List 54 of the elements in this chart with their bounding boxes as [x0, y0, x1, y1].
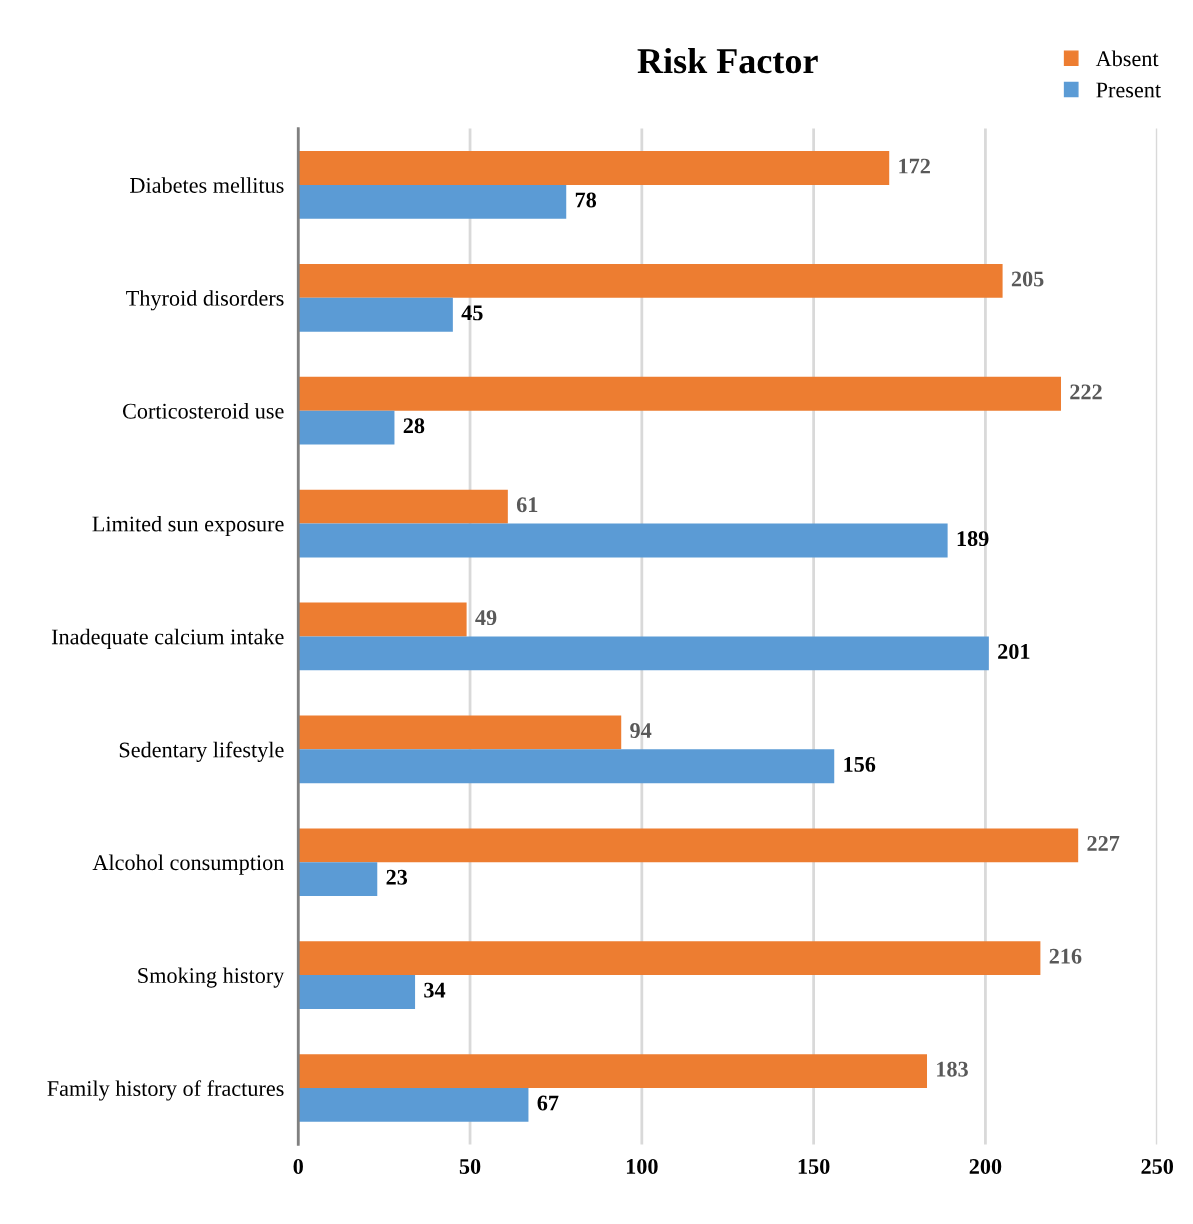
bar [298, 1088, 529, 1122]
bar [298, 1054, 928, 1088]
bar [298, 523, 948, 558]
data-label: 67 [537, 1095, 559, 1111]
y-tick-label: Inadequate calcium intake [51, 628, 284, 649]
bar [298, 749, 835, 784]
bar [298, 376, 1062, 411]
bar [298, 297, 453, 332]
x-tick-label: 200 [969, 1158, 1002, 1174]
data-label: 28 [403, 418, 425, 434]
data-label: 49 [475, 610, 497, 626]
data-label: 222 [1070, 384, 1102, 400]
data-label: 183 [937, 1061, 968, 1077]
data-label: 227 [1087, 835, 1120, 851]
y-tick-label: Diabetes mellitus [130, 177, 284, 193]
data-label: 34 [424, 982, 446, 998]
bar [298, 941, 1041, 976]
y-tick-label: Family history of fractures [47, 1080, 284, 1101]
data-label: 45 [461, 305, 483, 321]
bar [298, 828, 1079, 863]
data-label: 172 [899, 158, 930, 174]
data-label: 201 [998, 643, 1030, 659]
y-tick-label: Alcohol consumption [92, 854, 285, 875]
bar [298, 151, 890, 185]
data-label: 156 [844, 756, 876, 772]
bar [298, 184, 567, 219]
bar [298, 602, 467, 637]
data-label: 78 [575, 192, 597, 208]
y-tick-label: Corticosteroid use [122, 403, 284, 419]
legend-label: Present [1096, 82, 1161, 98]
data-label: 189 [957, 531, 989, 547]
x-tick-label: 150 [798, 1158, 830, 1174]
x-tick-label: 250 [1141, 1158, 1174, 1174]
data-label: 205 [1011, 271, 1044, 287]
data-label: 94 [630, 723, 652, 738]
bar [298, 715, 622, 750]
x-tick-label: 50 [459, 1158, 481, 1174]
chart-title: Risk Factor [637, 47, 818, 74]
bar [298, 489, 508, 524]
y-tick-label: Limited sun exposure [92, 515, 284, 537]
x-tick-label: 100 [626, 1158, 658, 1174]
y-tick-label: Thyroid disorders [126, 290, 284, 311]
bar [298, 410, 395, 445]
legend-label: Absent [1095, 50, 1159, 67]
bar [298, 862, 378, 897]
data-label: 61 [516, 497, 538, 513]
y-tick-label: Smoking history [138, 967, 285, 988]
bar [298, 636, 989, 671]
x-tick-label: 0 [293, 1158, 303, 1174]
y-tick-label: Sedentary lifestyle [119, 741, 284, 762]
bar [298, 975, 416, 1009]
data-label: 216 [1049, 948, 1082, 964]
bar [298, 263, 1003, 298]
data-label: 23 [386, 869, 408, 885]
